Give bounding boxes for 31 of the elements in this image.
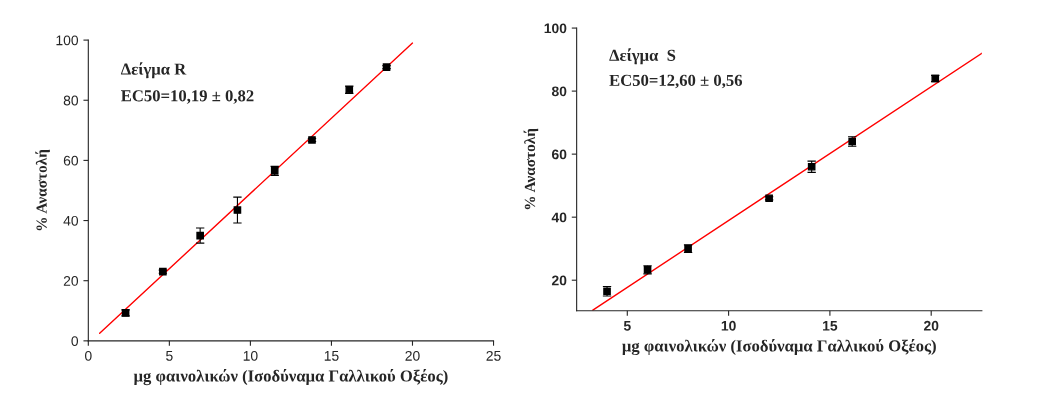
y-tick-label: 80 [63, 95, 79, 106]
x-axis-title: μg φαινολικών (Ισοδύναμα Γαλλικού Οξέος) [622, 339, 936, 356]
annotation: EC50=10,19 ± 0,82 [121, 90, 254, 104]
y-tick-label: 60 [551, 149, 567, 160]
x-tick-label: 25 [486, 350, 501, 361]
y-tick-label: 60 [63, 155, 79, 166]
x-tick-label: 0 [85, 350, 92, 361]
x-tick-label: 20 [405, 350, 420, 361]
x-axis-title: μg φαινολικών (Ισοδύναμα Γαλλικού Οξέος) [133, 369, 448, 386]
x-tick-label: 10 [243, 350, 258, 361]
y-tick-label: 100 [56, 35, 79, 46]
x-tick-label: 15 [324, 351, 339, 361]
x-tick-label: 5 [623, 321, 631, 331]
x-tick-label: 20 [923, 320, 939, 331]
y-tick-label: 100 [544, 23, 567, 34]
annotation: Δείγμα S [609, 48, 676, 65]
y-tick-label: 20 [63, 276, 79, 286]
annotation: Δείγμα R [120, 62, 187, 79]
y-tick-label: 40 [551, 212, 567, 223]
x-tick-label: 10 [721, 320, 736, 331]
y-axis-title: % Αναστολή [35, 149, 50, 231]
annotation: EC50=12,60 ± 0,56 [609, 74, 743, 89]
y-axis-title: % Αναστολή [523, 128, 539, 210]
y-tick-label: 80 [551, 86, 567, 97]
point [233, 206, 242, 214]
y-tick-label: 20 [551, 275, 567, 286]
x-tick-label: 15 [823, 321, 838, 331]
point [196, 231, 204, 240]
y-tick-label: 40 [63, 215, 79, 226]
x-tick-label: 5 [166, 351, 173, 361]
y-tick-label: 0 [71, 336, 79, 347]
